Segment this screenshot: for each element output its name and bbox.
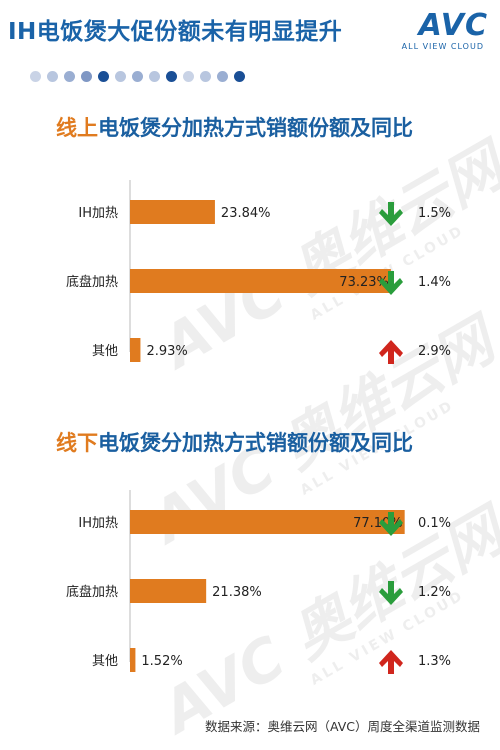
online-bar-chart: IH加热 23.84% 1.5% 底盘加热 73.23% 1.4% 其他 2.93% 2.9% [66, 180, 451, 364]
progress-dot [200, 70, 211, 82]
page-title: IH电饭煲大促份额未有明显提升 [8, 19, 343, 45]
data-label: 73.23% [339, 275, 389, 290]
progress-dot [98, 70, 109, 82]
yoy-label: 1.3% [418, 654, 451, 669]
up-arrow-icon [379, 340, 403, 364]
chart-title-online: 线上电饭煲分加热方式销额份额及同比 [56, 112, 413, 142]
progress-dot [64, 70, 75, 82]
progress-dot [30, 70, 41, 82]
category-label: IH加热 [78, 516, 118, 531]
down-arrow-icon [379, 512, 403, 536]
bar [130, 200, 215, 224]
chart-title-highlight: 线下 [56, 431, 98, 455]
yoy-label: 0.1% [418, 516, 451, 531]
progress-dot [115, 70, 126, 82]
progress-dot [234, 70, 245, 82]
bar [130, 579, 207, 603]
chart-title-rest: 电饭煲分加热方式销额份额及同比 [98, 431, 413, 455]
yoy-label: 2.9% [418, 344, 451, 359]
data-label: 23.84% [221, 206, 271, 221]
category-label: 其他 [92, 654, 118, 669]
header: IH电饭煲大促份额未有明显提升 AVC ALL VIEW CLOUD [0, 0, 500, 60]
category-label: IH加热 [78, 206, 118, 221]
chart-title-highlight: 线上 [56, 116, 98, 140]
yoy-label: 1.2% [418, 585, 451, 600]
logo-subtitle: ALL VIEW CLOUD [401, 42, 484, 51]
chart-title-offline: 线下电饭煲分加热方式销额份额及同比 [56, 427, 413, 457]
progress-dot [217, 70, 228, 82]
category-label: 底盘加热 [66, 584, 118, 600]
logo-mark: AVC [418, 8, 488, 43]
bar [130, 269, 391, 293]
data-source: 数据来源：奥维云网（AVC）周度全渠道监测数据 [204, 719, 480, 734]
avc-logo: AVC ALL VIEW CLOUD [376, 8, 488, 54]
progress-dot [149, 70, 160, 82]
progress-dots [30, 70, 245, 82]
bar [130, 510, 405, 534]
progress-dot [81, 70, 92, 82]
yoy-label: 1.5% [418, 206, 451, 221]
data-label: 21.38% [212, 585, 262, 600]
yoy-label: 1.4% [418, 275, 451, 290]
category-label: 其他 [92, 344, 118, 359]
offline-bar-chart: IH加热 77.10% 0.1%底盘加热 21.38% 1.2%其他 1.52% 1.3% [66, 490, 451, 674]
progress-dot [166, 70, 177, 82]
category-label: 底盘加热 [66, 274, 118, 290]
data-label: 1.52% [141, 654, 182, 669]
data-label: 2.93% [146, 344, 187, 359]
progress-dot [183, 70, 194, 82]
progress-dot [47, 70, 58, 82]
down-arrow-icon [379, 581, 403, 605]
chart-title-rest: 电饭煲分加热方式销额份额及同比 [98, 116, 413, 140]
bar [130, 338, 141, 362]
down-arrow-icon [379, 202, 403, 226]
up-arrow-icon [379, 650, 403, 674]
bar [130, 648, 136, 672]
progress-dot [132, 70, 143, 82]
down-arrow-icon [379, 271, 403, 295]
